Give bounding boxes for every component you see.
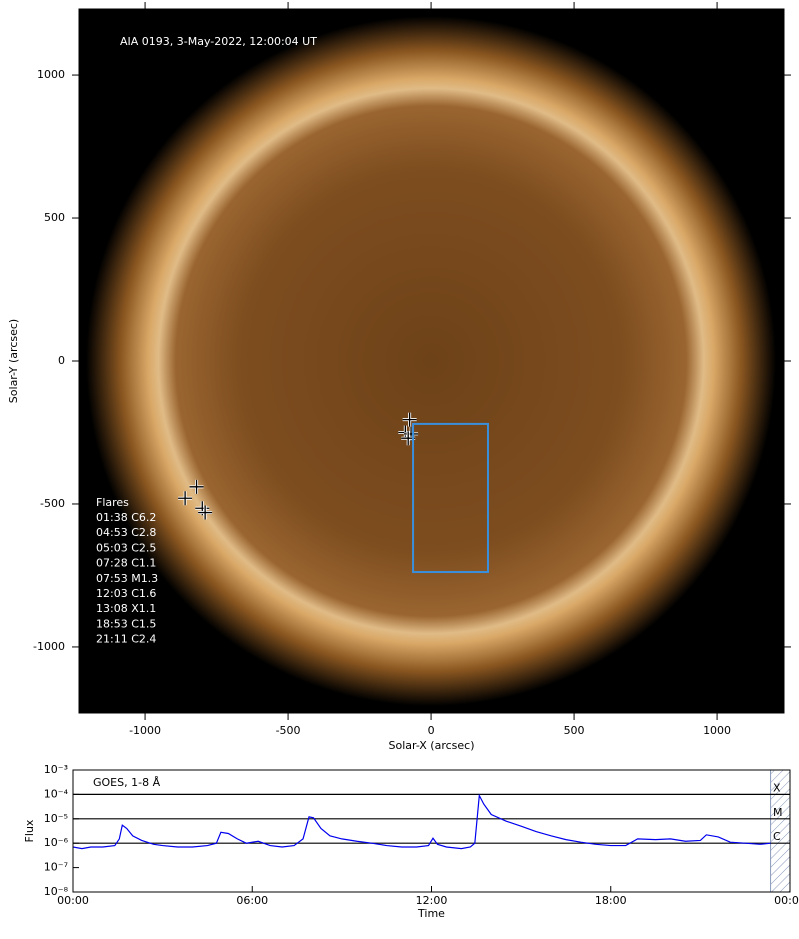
flare-entry: 18:53 C1.5 — [96, 617, 156, 630]
y-tick-label: 10⁻³ — [44, 763, 68, 776]
class-label: C — [773, 830, 781, 843]
x-axis-label: Solar-X (arcsec) — [389, 739, 475, 752]
x-tick-label: 12:00 — [416, 894, 448, 907]
x-axis-label: Time — [417, 907, 445, 920]
y-tick-label: -500 — [40, 497, 65, 510]
x-tick-label: 06:00 — [236, 894, 268, 907]
flare-entry: 07:53 M1.3 — [96, 572, 158, 585]
flare-marker — [189, 479, 204, 494]
x-tick-label: 0 — [428, 724, 435, 737]
frame — [72, 769, 791, 893]
flare-marker — [402, 412, 417, 427]
flare-entry: 05:03 C2.5 — [96, 541, 156, 554]
y-tick-label: 1000 — [37, 68, 65, 81]
y-tick-label: 10⁻⁸ — [44, 885, 69, 898]
image-panel: -1000 -500 0 500 1000 -1000 -500 0 500 1000 Solar-… — [7, 2, 791, 752]
x-tick-label: -500 — [276, 724, 301, 737]
y-tick-label: 0 — [58, 354, 65, 367]
x-tick-label: 500 — [564, 724, 585, 737]
flare-entry: 01:38 C6.2 — [96, 511, 156, 524]
flare-marker — [178, 491, 193, 506]
flare-entry: 21:11 C2.4 — [96, 633, 156, 646]
class-label: X — [773, 781, 781, 794]
chart-title: GOES, 1-8 Å — [93, 776, 161, 789]
y-tick-label: 10⁻⁷ — [44, 861, 68, 874]
x-tick-label: -1000 — [129, 724, 161, 737]
flare-list-title: Flares — [96, 496, 129, 509]
image-title: AIA 0193, 3-May-2022, 12:00:04 UT — [120, 35, 317, 48]
region-box — [412, 422, 489, 574]
flare-entry: 07:28 C1.1 — [96, 557, 156, 570]
y-tick-label: 500 — [44, 211, 65, 224]
flare-entry: 04:53 C2.8 — [96, 526, 156, 539]
y-tick-label: 10⁻⁴ — [44, 787, 69, 800]
flare-marker — [198, 505, 213, 520]
x-tick-label: 18:00 — [595, 894, 627, 907]
marker-cross — [189, 479, 204, 494]
marker-cross — [198, 505, 213, 520]
y-tick-label: 10⁻⁶ — [44, 836, 69, 849]
x-tick-label: 1000 — [703, 724, 731, 737]
y-tick-label: -1000 — [33, 640, 65, 653]
x-tick-label: 00:00 — [57, 894, 89, 907]
sun-image — [86, 16, 776, 706]
marker-cross — [178, 491, 193, 506]
goes-panel: XMC 00:00 06:00 12:00 18:00 00:00 10⁻³ 10⁻⁴ 10⁻⁵… — [23, 763, 799, 920]
x-tick-label: 00:00 — [774, 894, 799, 907]
flare-entry: 13:08 X1.1 — [96, 602, 156, 615]
flare-entry: 12:03 C1.6 — [96, 587, 156, 600]
flux-line — [73, 793, 771, 850]
class-label: M — [773, 806, 783, 819]
marker-cross — [402, 412, 417, 427]
y-axis-label: Flux — [23, 819, 36, 842]
y-tick-label: 10⁻⁵ — [44, 812, 68, 825]
y-axis-label: Solar-Y (arcsec) — [7, 319, 20, 403]
